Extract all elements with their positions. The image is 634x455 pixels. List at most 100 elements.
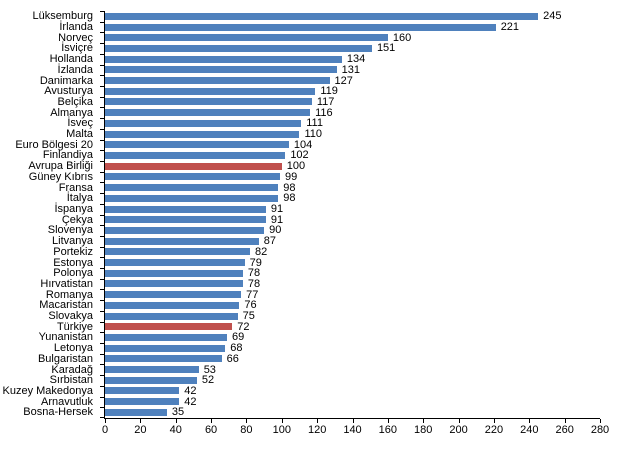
- bar-row: 127: [105, 75, 600, 86]
- x-axis-tick: [175, 419, 177, 423]
- category-label: Danimarka: [39, 74, 93, 87]
- x-axis-tick-label: 0: [101, 424, 109, 436]
- bar-row: 245: [105, 11, 600, 22]
- bar: [105, 333, 227, 341]
- value-label: 127: [334, 74, 353, 87]
- x-axis-tick-label: 280: [590, 424, 610, 436]
- category-label: Euro Bölgesi 20: [15, 138, 93, 151]
- value-label: 119: [320, 85, 338, 98]
- bar: [105, 376, 197, 384]
- value-label: 110: [304, 128, 322, 141]
- value-label: 42: [184, 395, 197, 408]
- bar: [105, 355, 222, 363]
- y-axis-tick: [100, 310, 104, 312]
- bar: [105, 387, 180, 395]
- y-axis-tick: [100, 364, 104, 366]
- bar-row: 116: [105, 107, 600, 118]
- value-label: 160: [392, 31, 412, 44]
- bar: [105, 312, 238, 320]
- category-label: Polonya: [53, 267, 93, 280]
- bar: [105, 98, 312, 106]
- category-label: İsviçre: [61, 42, 93, 55]
- category-label: Yunanistan: [38, 331, 93, 344]
- bar: [105, 55, 342, 63]
- x-axis-tick: [140, 419, 142, 423]
- bar: [105, 23, 496, 31]
- bar-row: 35: [105, 407, 600, 418]
- bar: [105, 216, 266, 224]
- category-label: Avrupa Birliği: [28, 160, 93, 173]
- bar-row: 77: [105, 289, 600, 300]
- bar: [105, 194, 279, 202]
- bar-row: 68: [105, 343, 600, 354]
- x-axis-tick-label: 100: [272, 424, 291, 436]
- value-label: 151: [376, 42, 396, 55]
- category-label: Estonya: [53, 256, 93, 269]
- bar-row: 119: [105, 86, 600, 97]
- bars-group: 245 221 160 151 134 131 127 119 117 116 111 110 104 1…: [105, 11, 600, 418]
- y-axis-tick: [100, 396, 104, 398]
- y-axis-tick: [100, 353, 104, 355]
- value-label: 75: [242, 310, 255, 323]
- x-axis-tick-label: 240: [520, 424, 539, 436]
- bar: [105, 184, 279, 192]
- value-label: 77: [246, 288, 259, 301]
- bar-row: 98: [105, 182, 600, 193]
- category-label: Türkiye: [56, 320, 93, 333]
- bar: [105, 344, 226, 352]
- y-axis-tick: [100, 225, 104, 227]
- x-axis-tick: [493, 419, 495, 423]
- y-axis-tick: [100, 75, 104, 77]
- x-axis-tick: [352, 419, 354, 423]
- bar: [105, 291, 242, 299]
- bar-row: 87: [105, 236, 600, 247]
- category-label: Bulgaristan: [37, 352, 93, 365]
- category-label: Slovenya: [47, 224, 93, 237]
- category-label: Portekiz: [53, 245, 93, 258]
- y-axis-tick: [100, 64, 104, 66]
- bar-row: 102: [105, 150, 600, 161]
- value-label: 131: [341, 63, 360, 76]
- bar-row: 72: [105, 321, 600, 332]
- category-label: Almanya: [50, 106, 93, 119]
- bar: [105, 259, 245, 267]
- bar-row: 69: [105, 332, 600, 343]
- value-label: 116: [315, 106, 333, 119]
- category-label: Letonya: [53, 342, 93, 355]
- x-axis-tick: [600, 419, 601, 423]
- bar: [105, 226, 265, 234]
- value-label: 102: [290, 149, 309, 162]
- bar: [105, 44, 372, 52]
- y-axis-tick: [100, 268, 104, 270]
- x-axis-tick-label: 140: [343, 424, 362, 436]
- category-label: İrlanda: [59, 21, 93, 34]
- y-axis-tick: [100, 107, 104, 109]
- bar: [105, 141, 289, 149]
- y-axis-tick: [100, 246, 104, 248]
- category-label: Kuzey Makedonya: [2, 384, 94, 397]
- value-label: 68: [230, 342, 243, 355]
- y-axis-tick: [100, 417, 104, 418]
- x-axis-tick-label: 180: [414, 424, 433, 436]
- bar-row: 78: [105, 278, 600, 289]
- value-label: 134: [346, 53, 366, 66]
- x-axis-tick: [211, 419, 213, 423]
- bar: [105, 237, 259, 245]
- value-label: 35: [171, 406, 185, 419]
- category-label: Hırvatistan: [40, 277, 93, 290]
- category-label: Slovakya: [48, 310, 93, 323]
- y-axis-tick: [100, 171, 104, 173]
- category-label: İspanya: [54, 203, 93, 215]
- y-axis-tick: [100, 193, 104, 195]
- value-label: 76: [244, 299, 257, 312]
- category-axis-labels: Lüksemburg İrlanda Norveç İsviçre Hollanda İz…: [0, 11, 99, 418]
- y-axis-tick: [100, 85, 104, 87]
- bar-row: 66: [105, 353, 600, 364]
- y-axis-tick: [100, 278, 104, 280]
- y-axis-tick: [100, 321, 104, 323]
- y-axis-tick: [100, 235, 104, 237]
- y-axis-tick: [100, 118, 104, 120]
- x-axis-tick: [246, 419, 248, 423]
- bar-row: 160: [105, 32, 600, 43]
- bar-row: 52: [105, 375, 600, 386]
